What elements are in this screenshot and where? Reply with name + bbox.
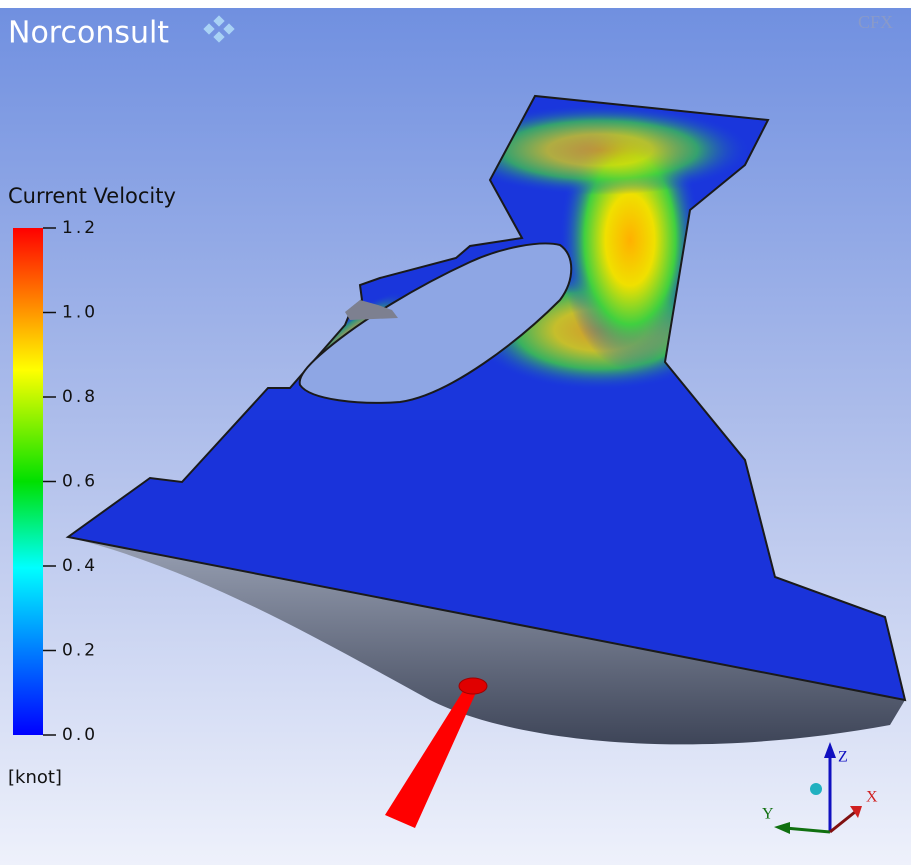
color-scale: [13, 228, 43, 735]
axis-z: Z: [838, 749, 848, 766]
arrow-head: [459, 678, 487, 694]
axis-x: X: [866, 789, 878, 806]
top-strip: [0, 0, 911, 8]
legend-unit: [knot]: [8, 767, 62, 788]
tick-label: 0.0: [62, 725, 98, 745]
legend-title: Current Velocity: [8, 184, 176, 208]
axis-y: Y: [762, 806, 774, 823]
tick-label: 0.8: [62, 387, 98, 407]
tick-label: 1.2: [62, 218, 98, 238]
tick-label: 0.2: [62, 641, 98, 661]
tick-label: 1.0: [62, 303, 98, 323]
tick-label: 0.4: [62, 556, 98, 576]
logo-text: Norconsult: [8, 16, 169, 51]
tick-label: 0.6: [62, 472, 98, 492]
watermark: CFX: [858, 12, 893, 32]
cfd-view: Norconsult CFX Current Velocity [knot] 0…: [0, 0, 911, 865]
